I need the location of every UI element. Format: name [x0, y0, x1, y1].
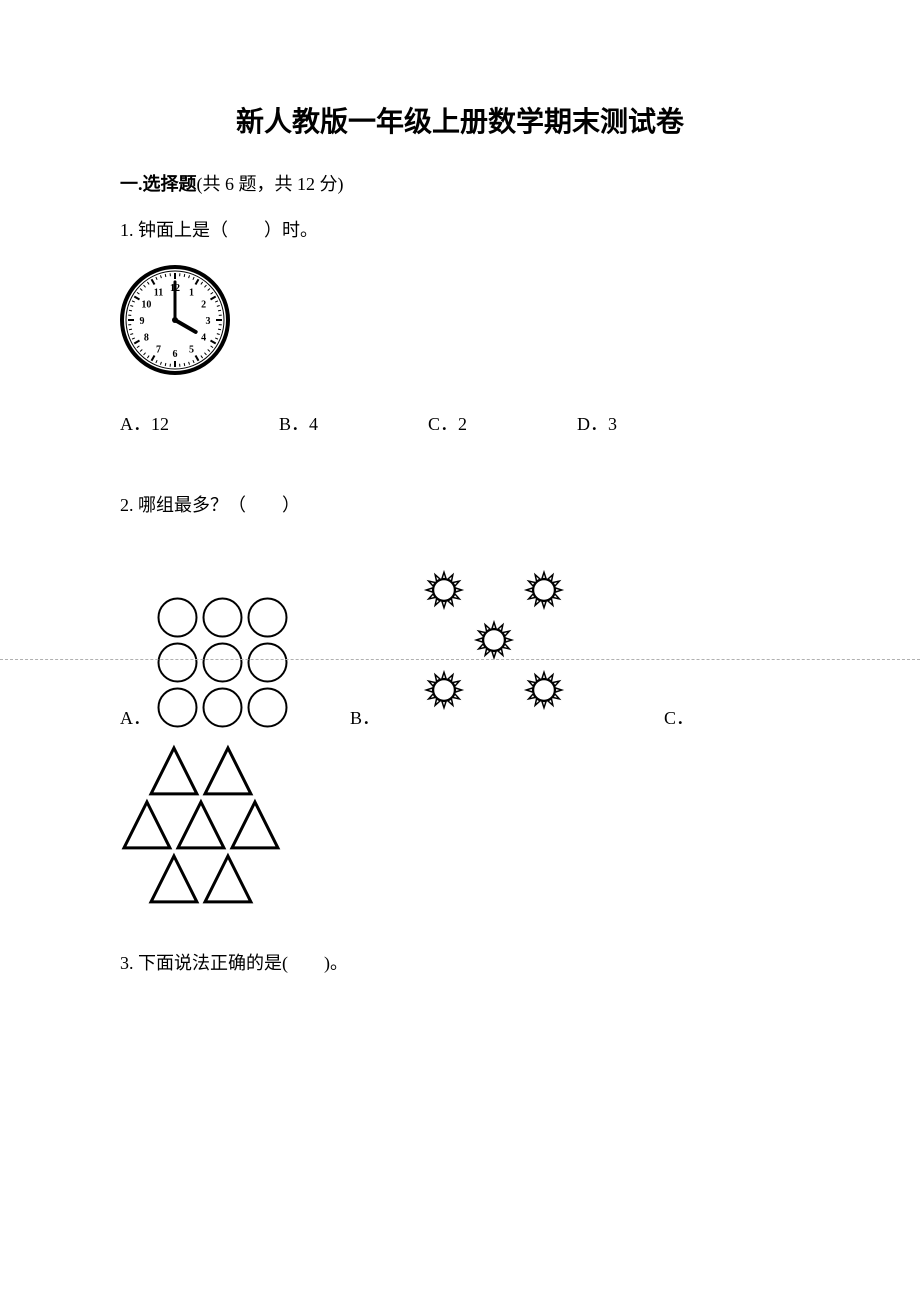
q2-option-b: B．	[350, 550, 604, 730]
svg-text:9: 9	[140, 316, 145, 327]
exam-page: 新人教版一年级上册数学期末测试卷 一.选择题(共 6 题，共 12 分) 1. …	[0, 0, 920, 1075]
q1-options: A．12 B．4 C．2 D．3	[120, 410, 800, 436]
section-1-suffix: (共 6 题，共 12 分)	[197, 174, 344, 194]
svg-text:2: 2	[201, 299, 206, 310]
circles-icon	[155, 595, 290, 730]
svg-text:4: 4	[201, 332, 206, 343]
svg-text:7: 7	[156, 344, 161, 355]
q2-label-b: B．	[350, 704, 380, 730]
q1-option-c: C．2	[428, 410, 467, 436]
q2-option-c-figure	[120, 744, 800, 919]
q2-label-c: C．	[664, 704, 694, 730]
q1-clock: 123456789101112	[120, 265, 800, 380]
q2-text: 2. 哪组最多？（ ）	[120, 491, 800, 520]
svg-text:3: 3	[206, 316, 211, 327]
q2-label-a: A．	[120, 704, 151, 730]
page-divider-dash	[0, 659, 920, 660]
q1-option-d: D．3	[577, 410, 617, 436]
svg-text:1: 1	[189, 287, 194, 298]
q2-options-row: A． B． C．	[120, 550, 800, 730]
svg-text:5: 5	[189, 344, 194, 355]
section-1-prefix: 一.选择题	[120, 174, 197, 194]
svg-text:11: 11	[154, 287, 163, 298]
clock-icon: 123456789101112	[120, 265, 230, 375]
q1-text: 1. 钟面上是（ ）时。	[120, 216, 800, 245]
page-title: 新人教版一年级上册数学期末测试卷	[120, 100, 800, 140]
suns-icon	[384, 550, 604, 730]
svg-text:6: 6	[173, 349, 178, 360]
q2-option-c: C．	[664, 704, 698, 730]
q1-option-b: B．4	[279, 410, 318, 436]
svg-text:10: 10	[141, 299, 151, 310]
q1-option-a: A．12	[120, 410, 169, 436]
section-1-header: 一.选择题(共 6 题，共 12 分)	[120, 170, 800, 196]
q2-option-a: A．	[120, 595, 290, 730]
triangles-icon	[120, 744, 290, 914]
q3-text: 3. 下面说法正确的是( )。	[120, 949, 800, 978]
svg-text:8: 8	[144, 332, 149, 343]
